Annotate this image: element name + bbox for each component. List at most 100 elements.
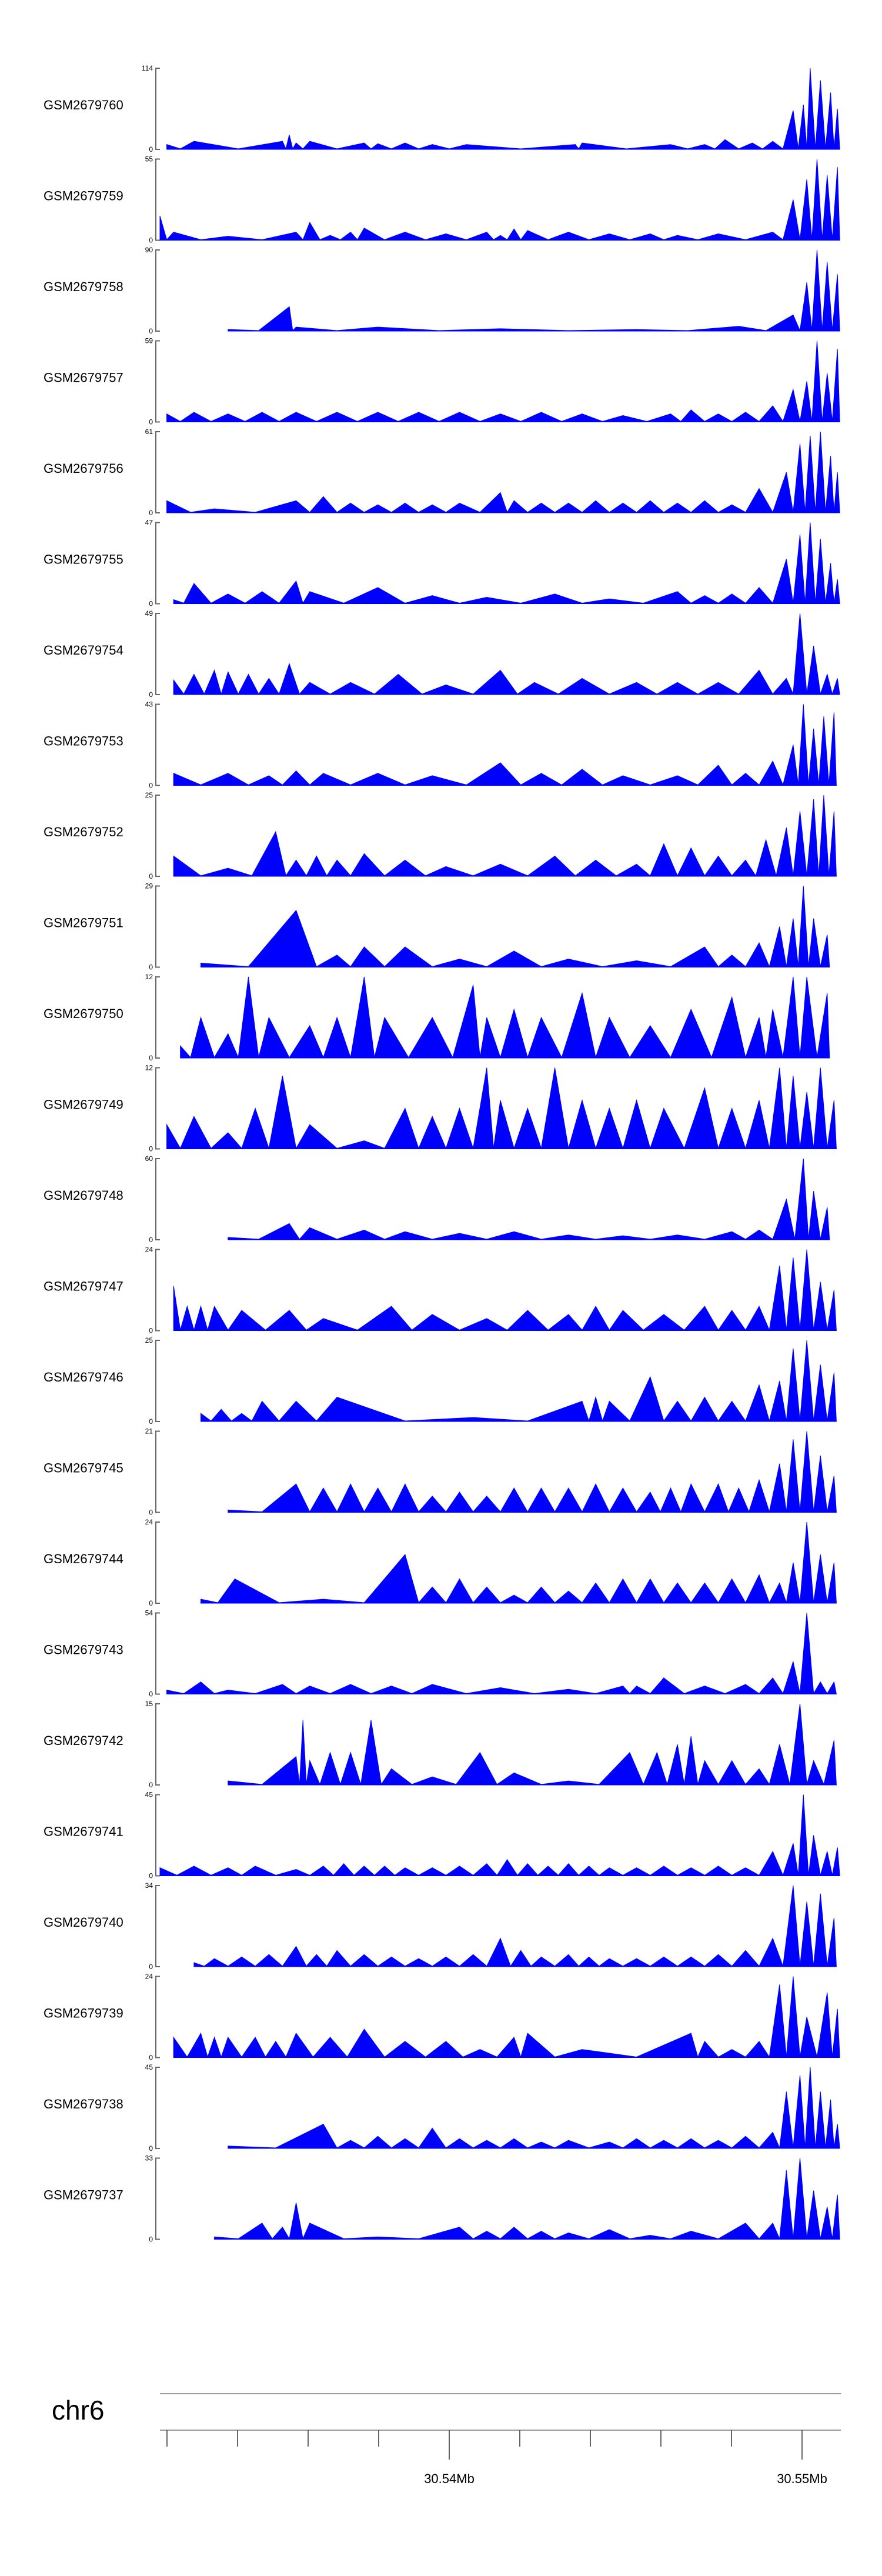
y-min-label: 0 — [149, 145, 153, 154]
position-label: 30.55Mb — [777, 2471, 827, 2486]
coverage-area — [166, 1067, 837, 1150]
track-label: GSM2679741 — [44, 1824, 123, 1839]
y-min-label: 0 — [149, 509, 153, 517]
track-label: GSM2679740 — [44, 1915, 123, 1930]
coverage-area — [173, 1976, 840, 2058]
track: GSM2679744 24 0 — [44, 1518, 837, 1607]
track: GSM2679741 45 0 — [44, 1791, 840, 1880]
track-y-axis — [155, 431, 160, 513]
track-y-axis — [155, 340, 160, 423]
coverage-area — [228, 1158, 830, 1240]
track: GSM2679757 59 0 — [44, 337, 840, 426]
track-label: GSM2679755 — [44, 552, 123, 567]
y-min-label: 0 — [149, 1509, 153, 1517]
y-max-label: 24 — [145, 1246, 153, 1254]
coverage-area — [173, 704, 837, 786]
track-label: GSM2679751 — [44, 916, 123, 930]
track-label: GSM2679756 — [44, 461, 123, 476]
y-min-label: 0 — [149, 2054, 153, 2062]
track-label: GSM2679754 — [44, 643, 123, 658]
y-max-label: 24 — [145, 1973, 153, 1981]
y-min-label: 0 — [149, 1599, 153, 1607]
track-label: GSM2679747 — [44, 1279, 123, 1294]
track: GSM2679755 47 0 — [44, 519, 840, 608]
track-y-axis — [155, 1976, 160, 2058]
track: GSM2679760 114 0 — [44, 64, 840, 154]
coverage-area — [166, 68, 840, 150]
y-max-label: 12 — [145, 1064, 153, 1072]
y-min-label: 0 — [149, 1236, 153, 1244]
coverage-area — [173, 795, 837, 877]
track-y-axis — [155, 1430, 160, 1513]
coverage-area — [193, 1885, 837, 1967]
y-min-label: 0 — [149, 1963, 153, 1971]
y-min-label: 0 — [149, 1327, 153, 1335]
track-y-axis — [155, 1885, 160, 1967]
track: GSM2679747 24 0 — [44, 1246, 837, 1335]
coverage-area — [228, 1431, 837, 1513]
coverage-area — [159, 159, 840, 241]
track-y-axis — [155, 1612, 160, 1695]
track-label: GSM2679759 — [44, 189, 123, 203]
track: GSM2679740 34 0 — [44, 1881, 837, 1971]
track-label: GSM2679743 — [44, 1643, 123, 1657]
track: GSM2679753 43 0 — [44, 700, 837, 790]
track-label: GSM2679742 — [44, 1733, 123, 1748]
track-label: GSM2679744 — [44, 1551, 123, 1566]
track-y-axis — [155, 68, 160, 150]
track: GSM2679749 12 0 — [44, 1064, 837, 1153]
chromosome-label: chr6 — [52, 2395, 104, 2425]
y-min-label: 0 — [149, 1145, 153, 1153]
track-y-axis — [155, 1067, 160, 1150]
track: GSM2679759 55 0 — [44, 155, 840, 245]
track: GSM2679737 33 0 — [44, 2154, 840, 2244]
track: GSM2679752 25 0 — [44, 791, 837, 880]
y-min-label: 0 — [149, 690, 153, 699]
track-y-axis — [155, 2157, 160, 2240]
coverage-area — [214, 2158, 840, 2240]
y-min-label: 0 — [149, 1872, 153, 1880]
y-max-label: 47 — [145, 519, 153, 527]
y-max-label: 59 — [145, 337, 153, 345]
track: GSM2679742 15 0 — [44, 1700, 837, 1789]
track-label: GSM2679757 — [44, 371, 123, 385]
coverage-area — [173, 1249, 837, 1332]
track-y-axis — [155, 1340, 160, 1422]
y-max-label: 55 — [145, 155, 153, 163]
y-max-label: 29 — [145, 882, 153, 890]
track: GSM2679751 29 0 — [44, 882, 830, 972]
y-max-label: 12 — [145, 973, 153, 981]
track-label: GSM2679739 — [44, 2006, 123, 2021]
y-min-label: 0 — [149, 782, 153, 790]
y-max-label: 54 — [145, 1609, 153, 1617]
track-label: GSM2679750 — [44, 1006, 123, 1021]
y-min-label: 0 — [149, 1054, 153, 1062]
track: GSM2679748 60 0 — [44, 1154, 830, 1244]
track: GSM2679756 61 0 — [44, 428, 840, 517]
track-y-axis — [155, 885, 160, 968]
track-y-axis — [155, 795, 160, 877]
coverage-area — [201, 1521, 837, 1604]
track-y-axis — [155, 1703, 160, 1786]
track-y-axis — [155, 2067, 160, 2149]
position-label: 30.54Mb — [424, 2471, 475, 2486]
track-y-axis — [155, 703, 160, 786]
track: GSM2679745 21 0 — [44, 1427, 837, 1517]
track-label: GSM2679748 — [44, 1188, 123, 1203]
y-max-label: 45 — [145, 1791, 153, 1799]
y-max-label: 90 — [145, 246, 153, 254]
tracks-layer: GSM26797601140GSM2679759550GSM2679758900… — [44, 64, 840, 2244]
coverage-area — [159, 1794, 840, 1876]
track-label: GSM2679749 — [44, 1097, 123, 1112]
track: GSM2679739 24 0 — [44, 1973, 840, 2062]
track-y-axis — [155, 1794, 160, 1877]
track-label: GSM2679758 — [44, 279, 123, 294]
track: GSM2679758 90 0 — [44, 246, 840, 335]
coverage-area — [166, 431, 840, 513]
track-y-axis — [155, 158, 160, 241]
y-min-label: 0 — [149, 963, 153, 972]
y-max-label: 49 — [145, 609, 153, 618]
track: GSM2679738 45 0 — [44, 2063, 840, 2153]
track-label: GSM2679737 — [44, 2188, 123, 2203]
